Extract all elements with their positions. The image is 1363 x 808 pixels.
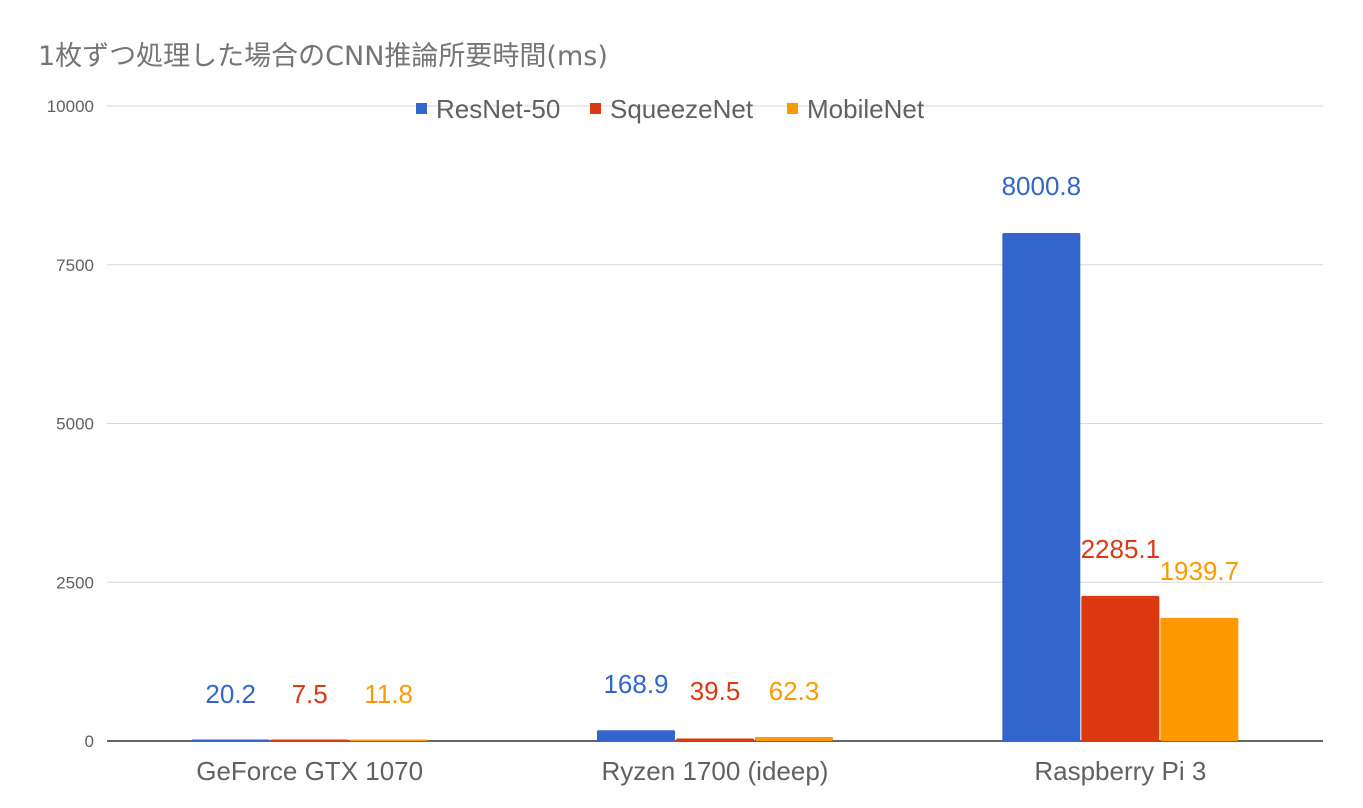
legend-swatch [787, 103, 798, 114]
data-label: 2285.1 [1081, 534, 1161, 564]
bar-mobilenet[interactable] [349, 739, 428, 742]
y-tick-label: 7500 [56, 256, 94, 275]
y-tick-label: 2500 [56, 573, 94, 592]
bar-mobilenet[interactable] [755, 737, 833, 741]
bars [191, 232, 1239, 742]
data-label: 62.3 [769, 676, 820, 706]
y-axis-ticks: 0 2500 5000 7500 10000 [47, 97, 94, 751]
bar-resnet-50[interactable] [597, 730, 675, 741]
bar-squeezenet[interactable] [270, 739, 349, 742]
x-category-label: Ryzen 1700 (ideep) [602, 756, 829, 786]
y-tick-label: 10000 [47, 97, 94, 116]
data-label: 168.9 [603, 669, 668, 699]
legend-swatch [416, 103, 427, 114]
bar-squeezenet[interactable] [676, 738, 754, 741]
bar-mobilenet[interactable] [1160, 617, 1239, 741]
chart-title: 1枚ずつ処理した場合のCNN推論所要時間(ms) [38, 41, 608, 72]
data-label: 8000.8 [1002, 171, 1082, 201]
x-category-label: Raspberry Pi 3 [1034, 756, 1206, 786]
legend-label[interactable]: ResNet-50 [436, 94, 560, 124]
data-label: 7.5 [292, 679, 328, 709]
bar-resnet-50[interactable] [191, 739, 270, 742]
data-label: 39.5 [690, 676, 741, 706]
data-label: 11.8 [364, 679, 413, 709]
x-category-label: GeForce GTX 1070 [196, 756, 423, 786]
bar-resnet-50[interactable] [1002, 232, 1081, 741]
y-tick-label: 5000 [56, 415, 94, 434]
x-axis-categories: GeForce GTX 1070 Ryzen 1700 (ideep) Raspbe… [196, 756, 1206, 786]
bar-squeezenet[interactable] [1081, 595, 1160, 741]
data-label: 20.2 [205, 679, 256, 709]
y-tick-label: 0 [85, 732, 94, 751]
legend-swatch [590, 103, 601, 114]
data-labels: 20.2 7.5 11.8 168.9 39.5 62.3 8000.8 2285.11939… [205, 171, 1239, 709]
legend-label[interactable]: MobileNet [807, 94, 925, 124]
legend-label[interactable]: SqueezeNet [610, 94, 754, 124]
data-label: 1939.7 [1160, 556, 1240, 586]
legend: ResNet-50 SqueezeNet MobileNet [416, 94, 925, 124]
